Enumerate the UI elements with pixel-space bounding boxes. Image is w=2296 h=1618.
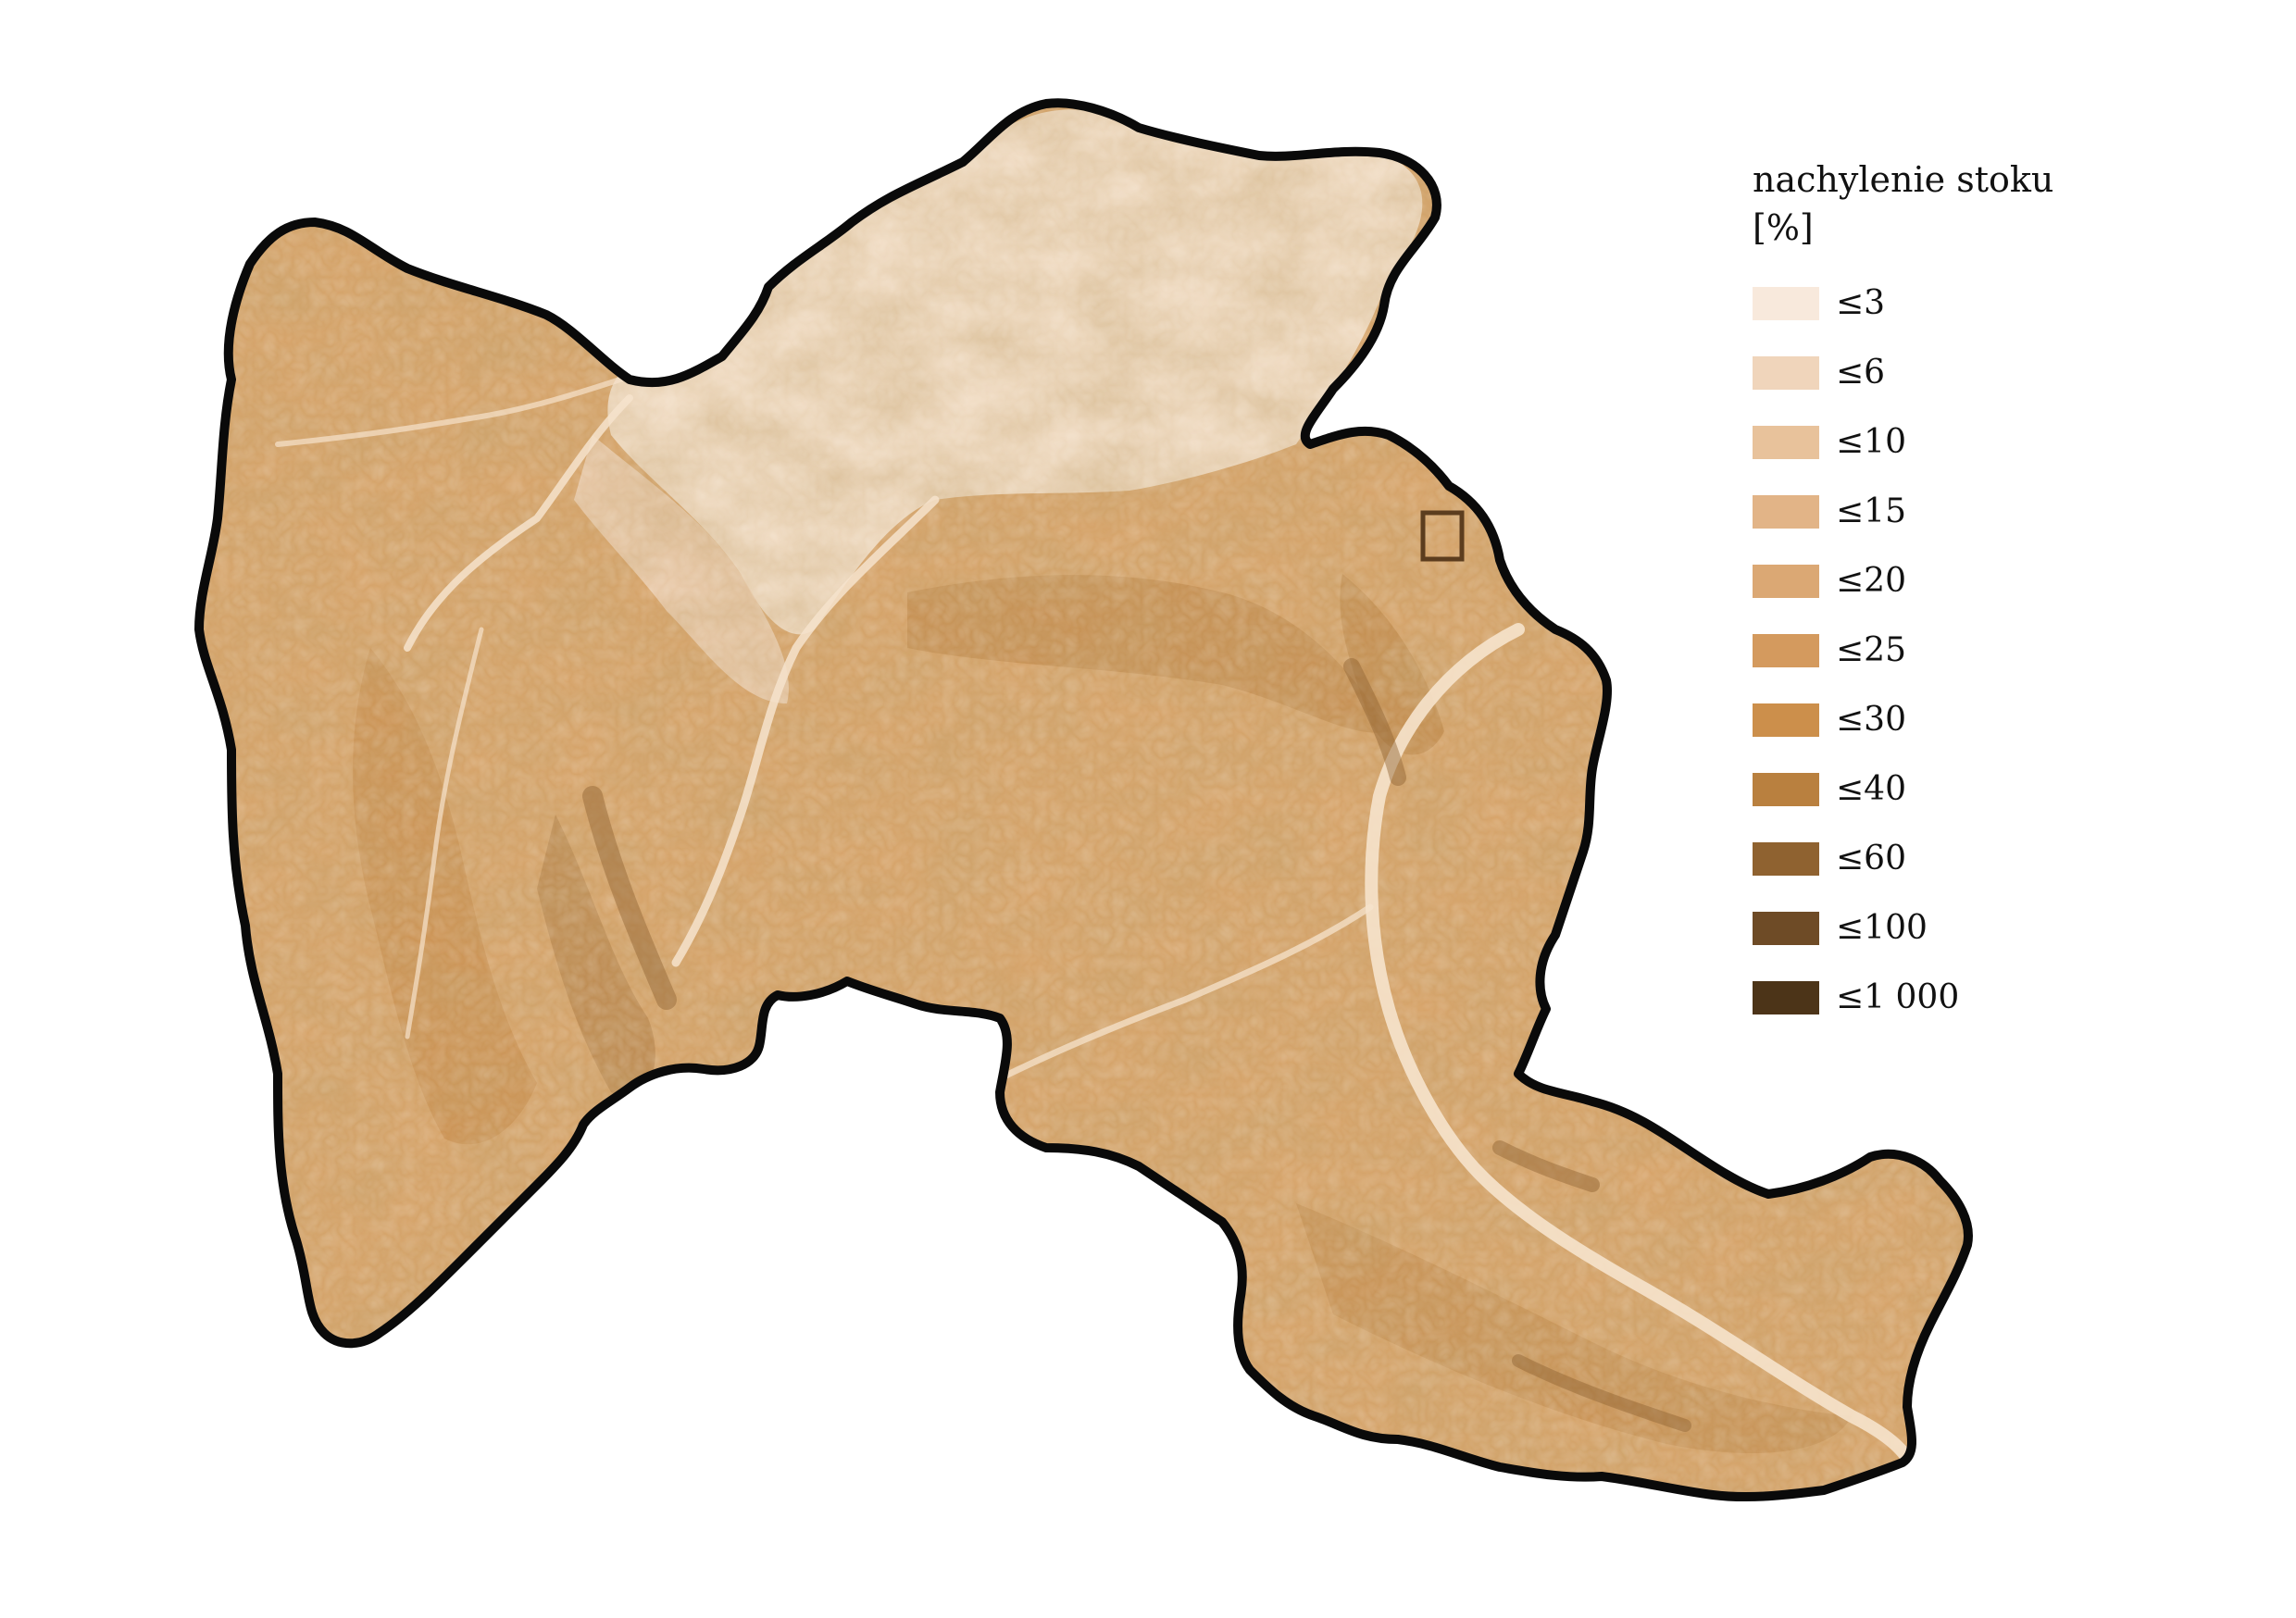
legend-swatch xyxy=(1753,841,1819,876)
west-gully-line xyxy=(405,627,484,1039)
central-stream-line xyxy=(671,495,940,967)
legend-swatch xyxy=(1753,425,1819,459)
western-stream-line xyxy=(404,394,633,652)
legend-swatch xyxy=(1753,980,1819,1014)
legend-item: ≤15 xyxy=(1753,477,2141,546)
legend-swatch xyxy=(1753,355,1819,390)
legend: nachylenie stoku [%] ≤3 ≤6 ≤10 ≤15 ≤20 ≤25 ≤30… xyxy=(1753,156,2141,1032)
legend-item: ≤25 xyxy=(1753,616,2141,685)
legend-swatch xyxy=(1753,911,1819,945)
legend-item: ≤1 000 xyxy=(1753,963,2141,1032)
legend-items: ≤3 ≤6 ≤10 ≤15 ≤20 ≤25 ≤30 ≤40 ≤60 ≤100 ≤1 000 xyxy=(1753,268,2141,1032)
legend-label: ≤100 xyxy=(1836,908,1928,947)
legend-item: ≤30 xyxy=(1753,685,2141,754)
legend-label: ≤60 xyxy=(1836,839,1906,877)
legend-swatch xyxy=(1753,286,1819,320)
legend-item: ≤20 xyxy=(1753,546,2141,616)
legend-label: ≤20 xyxy=(1836,561,1906,600)
north-stream-line xyxy=(275,367,651,447)
steep-stripe xyxy=(582,786,677,1010)
legend-label: ≤1 000 xyxy=(1836,977,1960,1016)
steep-stripes xyxy=(582,658,1691,1432)
main-valley-line xyxy=(1365,623,1914,1464)
legend-label: ≤40 xyxy=(1836,769,1906,808)
legend-swatch xyxy=(1753,703,1819,737)
legend-label: ≤25 xyxy=(1836,630,1906,669)
legend-swatch xyxy=(1753,564,1819,598)
legend-title-line2: [%] xyxy=(1753,207,1814,248)
legend-label: ≤30 xyxy=(1836,700,1906,739)
legend-title-line1: nachylenie stoku xyxy=(1753,159,2054,200)
legend-swatch xyxy=(1753,494,1819,529)
valley-floors xyxy=(275,367,1914,1464)
legend-swatch xyxy=(1753,772,1819,806)
legend-item: ≤3 xyxy=(1753,268,2141,338)
legend-item: ≤100 xyxy=(1753,893,2141,963)
legend-label: ≤3 xyxy=(1836,283,1886,322)
legend-swatch xyxy=(1753,633,1819,667)
legend-label: ≤15 xyxy=(1836,492,1906,530)
steep-stripe xyxy=(1343,658,1406,786)
legend-label: ≤6 xyxy=(1836,353,1886,392)
southern-valley-line xyxy=(987,903,1374,1087)
building-feature xyxy=(1420,510,1465,562)
legend-item: ≤40 xyxy=(1753,754,2141,824)
legend-item: ≤60 xyxy=(1753,824,2141,893)
steep-stripe xyxy=(1512,1354,1691,1432)
legend-title: nachylenie stoku [%] xyxy=(1753,156,2141,252)
legend-label: ≤10 xyxy=(1836,422,1906,461)
legend-item: ≤10 xyxy=(1753,407,2141,477)
steep-stripe xyxy=(1492,1140,1600,1192)
legend-item: ≤6 xyxy=(1753,338,2141,407)
